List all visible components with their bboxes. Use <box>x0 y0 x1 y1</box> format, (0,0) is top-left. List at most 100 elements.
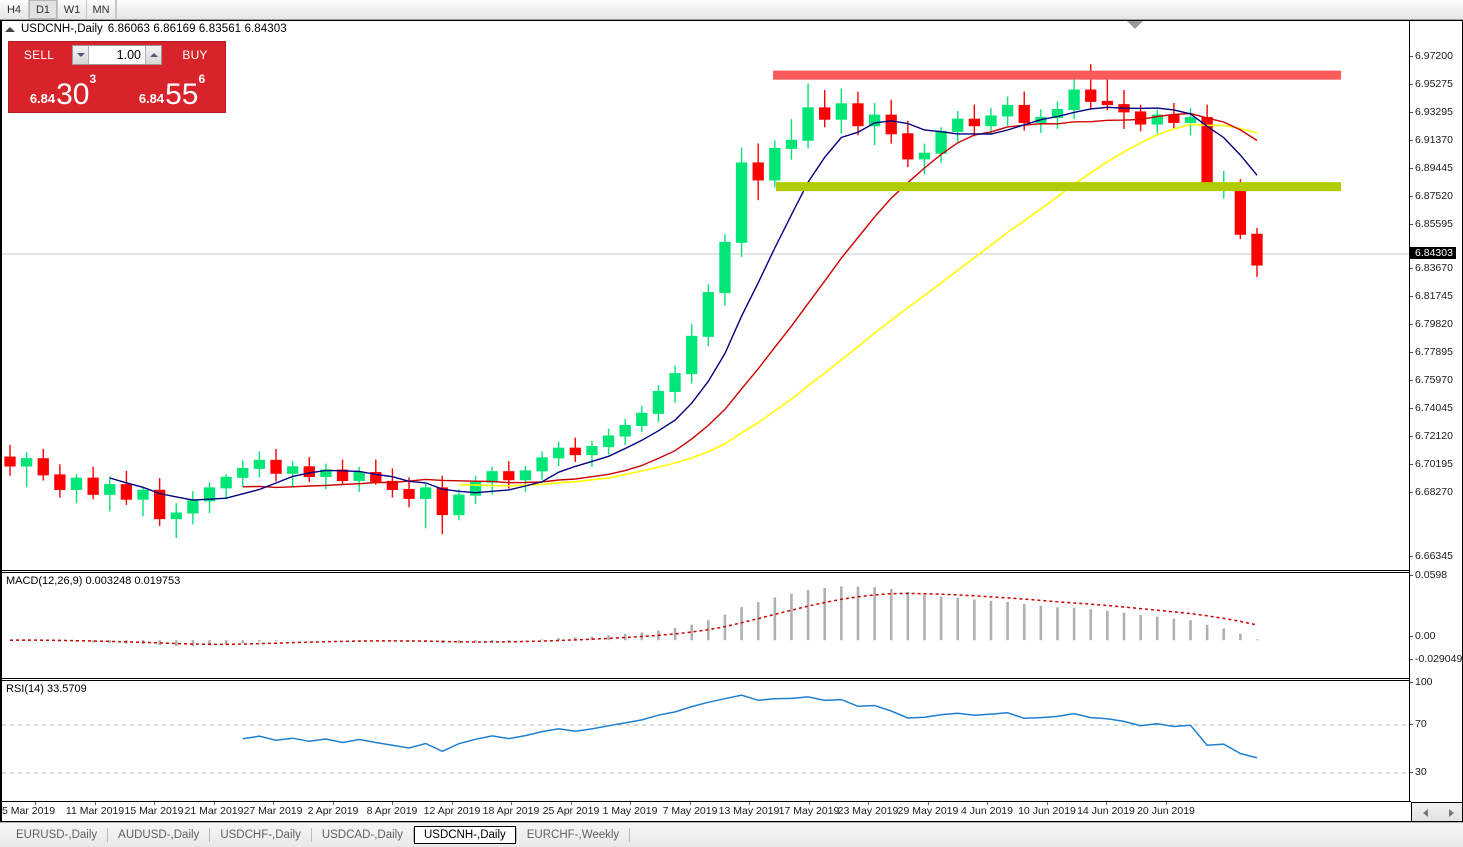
sell-price-big: 30 <box>56 78 90 111</box>
timeframe-mn[interactable]: MN <box>87 0 116 19</box>
macd-pane[interactable]: MACD(12,26,9) 0.003248 0.019753 <box>2 572 1411 677</box>
sell-price-sup: 3 <box>89 72 97 86</box>
date-label: 7 May 2019 <box>662 805 718 817</box>
volume-value[interactable]: 1.00 <box>89 46 145 64</box>
price-chart-svg <box>2 64 1411 539</box>
pane-divider-1 <box>2 570 1411 571</box>
rsi-pane[interactable]: RSI(14) 33.5709 <box>2 680 1411 802</box>
date-tick <box>511 802 512 805</box>
date-label: 29 May 2019 <box>897 805 959 817</box>
chart-tab-audusd[interactable]: AUDUSD-,Daily <box>118 829 200 841</box>
price-tick: 6.66345 <box>1410 550 1453 562</box>
price-tick: 6.97200 <box>1410 50 1453 62</box>
tab-separator <box>107 828 109 842</box>
date-label: 18 Apr 2019 <box>482 805 540 817</box>
rsi-tick: 30 <box>1410 766 1427 778</box>
date-tick <box>571 802 572 805</box>
horizontal-scrollbar[interactable] <box>1411 802 1462 821</box>
oct-price-row: 6.84 30 3 6.84 55 6 <box>9 68 225 112</box>
date-label: 8 Apr 2019 <box>366 805 418 817</box>
price-tick: 6.79820 <box>1410 318 1453 330</box>
date-label: 11 Mar 2019 <box>65 805 125 817</box>
date-label: 2 Apr 2019 <box>307 805 359 817</box>
tab-separator <box>310 828 312 842</box>
date-tick <box>690 802 691 805</box>
timeframe-h4[interactable]: H4 <box>0 0 29 19</box>
volume-increment-icon[interactable] <box>145 46 161 64</box>
sell-price-prefix: 6.84 <box>29 91 56 106</box>
date-tick <box>273 802 274 805</box>
timeframe-w1[interactable]: W1 <box>58 0 87 19</box>
date-tick <box>987 802 988 805</box>
date-tick <box>452 802 453 805</box>
chart-tab-bar[interactable]: EURUSD-,Daily AUDUSD-,Daily USDCHF-,Daily U… <box>0 822 1463 847</box>
tab-separator <box>515 828 517 842</box>
date-tick <box>214 802 215 805</box>
chart-canvas-window[interactable]: USDCNH-,Daily 6.86063 6.86169 6.83561 6.… <box>0 20 1463 822</box>
date-tick <box>868 802 869 805</box>
price-tick: 6.77895 <box>1410 346 1453 358</box>
macd-tick: -0.029049 <box>1410 653 1462 665</box>
price-tick: 6.72120 <box>1410 430 1453 442</box>
price-tick: 6.87520 <box>1410 190 1453 202</box>
price-tick: 6.68270 <box>1410 486 1453 498</box>
scroll-right-icon[interactable] <box>1448 808 1454 817</box>
symbol-name: USDCNH-,Daily <box>21 23 103 35</box>
date-label: 20 Jun 2019 <box>1137 805 1195 817</box>
date-label: 1 May 2019 <box>602 805 658 817</box>
date-label: 23 May 2019 <box>837 805 899 817</box>
current-price-label: 6.84303 <box>1410 247 1456 259</box>
date-tick <box>749 802 750 805</box>
volume-decrement-icon[interactable] <box>73 46 89 64</box>
date-tick <box>1106 802 1107 805</box>
price-tick: 6.85595 <box>1410 218 1453 230</box>
date-label: 21 Mar 2019 <box>184 805 244 817</box>
macd-chart-svg <box>9 586 1259 647</box>
rsi-chart-svg <box>2 694 1411 774</box>
sell-price[interactable]: 6.84 30 3 <box>9 68 117 112</box>
rsi-label: RSI(14) 33.5709 <box>6 683 87 695</box>
one-click-trading-panel[interactable]: SELL 1.00 BUY 6.84 30 3 6.84 55 6 <box>8 41 226 113</box>
chart-tab-usdchf[interactable]: USDCHF-,Daily <box>220 829 301 841</box>
date-tick <box>35 802 36 805</box>
price-tick: 6.93295 <box>1410 106 1453 118</box>
toolbar-spacer <box>116 0 1463 19</box>
volume-stepper[interactable]: 1.00 <box>72 45 162 65</box>
price-tick: 6.95275 <box>1410 78 1453 90</box>
date-label: 5 Mar 2019 <box>2 805 56 817</box>
price-pane[interactable] <box>2 21 1411 569</box>
date-tick <box>392 802 393 805</box>
date-tick <box>630 802 631 805</box>
chart-tab-usdcnh[interactable]: USDCNH-,Daily <box>413 826 516 844</box>
chart-tab-eurchf[interactable]: EURCHF-,Weekly <box>526 829 620 841</box>
buy-price[interactable]: 6.84 55 6 <box>117 68 225 112</box>
sell-button[interactable]: SELL <box>23 48 55 62</box>
ohlc-values: 6.86063 6.86169 6.83561 6.84303 <box>107 23 287 35</box>
date-label: 27 Mar 2019 <box>243 805 303 817</box>
price-tick: 6.74045 <box>1410 402 1453 414</box>
collapse-triangle-icon[interactable] <box>5 26 15 32</box>
timeframe-toolbar: H4 D1 W1 MN <box>0 0 1463 20</box>
date-label: 17 May 2019 <box>778 805 840 817</box>
buy-button[interactable]: BUY <box>182 48 208 62</box>
date-label: 15 Mar 2019 <box>124 805 184 817</box>
buy-price-big: 55 <box>165 78 199 111</box>
price-tick: 6.81745 <box>1410 290 1453 302</box>
date-tick <box>928 802 929 805</box>
date-tick <box>333 802 334 805</box>
chart-tab-usdcad[interactable]: USDCAD-,Daily <box>321 829 403 841</box>
tab-separator <box>209 828 211 842</box>
timeframe-d1[interactable]: D1 <box>29 0 58 19</box>
rsi-tick: 70 <box>1410 718 1427 730</box>
pane-divider-2 <box>2 678 1411 679</box>
chart-tab-eurusd[interactable]: EURUSD-,Daily <box>16 829 98 841</box>
symbol-header: USDCNH-,Daily 6.86063 6.86169 6.83561 6.… <box>5 23 287 35</box>
price-tick: 6.70195 <box>1410 458 1453 470</box>
buy-price-prefix: 6.84 <box>138 91 165 106</box>
tab-separator <box>629 828 631 842</box>
scroll-left-icon[interactable] <box>1422 808 1428 817</box>
price-scale[interactable]: 6.97200 6.95275 6.93295 6.91370 6.89445 … <box>1409 21 1462 821</box>
date-axis[interactable]: 5 Mar 2019 11 Mar 2019 15 Mar 2019 21 Mar 2… <box>2 801 1411 821</box>
tab-separator <box>412 828 414 842</box>
